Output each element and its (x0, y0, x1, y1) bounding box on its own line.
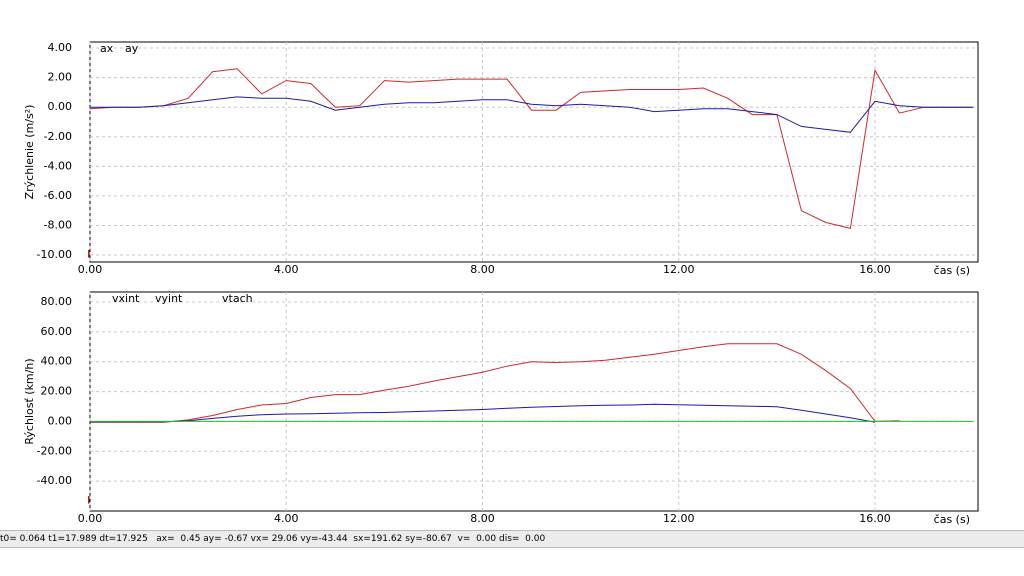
x-tick-label: 16.00 (859, 263, 891, 276)
x-axis-label: čas (s) (934, 513, 970, 526)
y-tick-label: 0.00 (48, 414, 73, 427)
legend-entry: vyint (155, 292, 183, 305)
legend-entry: ax (100, 42, 114, 55)
y-tick-label: 2.00 (48, 71, 73, 84)
plot-area (89, 291, 979, 512)
legend-entry: vxint (112, 292, 140, 305)
data-line (90, 403, 876, 423)
y-tick-label: -6.00 (44, 189, 72, 202)
x-tick-label: 12.00 (663, 512, 695, 525)
x-tick-label: 0.00 (78, 512, 103, 525)
y-tick-label: -2.00 (44, 130, 72, 143)
x-tick-label: 16.00 (859, 512, 891, 525)
y-tick-label: 20.00 (41, 385, 73, 398)
data-line (90, 96, 974, 133)
x-tick-label: 4.00 (274, 263, 299, 276)
charts: -10.00 -8.00 -6.00 -4.00 -2.00 0.00 2.00 4.00 0.… (23, 41, 979, 526)
legend-entry: vtach (222, 292, 253, 305)
data-line (90, 343, 900, 423)
y-tick-label: 80.00 (41, 295, 73, 308)
plot-area (89, 41, 979, 263)
y-tick-label: 0.00 (48, 100, 73, 113)
data-line (89, 68, 974, 230)
x-tick-label: 12.00 (663, 263, 695, 276)
x-tick-label: 8.00 (470, 512, 495, 525)
y-tick-label: -4.00 (44, 159, 72, 172)
y-tick-label: -10.00 (37, 248, 72, 261)
x-axis-label: čas (s) (934, 264, 970, 277)
y-tick-label: -20.00 (37, 444, 72, 457)
y-axis-label: Rýchlosť (km/h) (23, 358, 36, 444)
y-tick-label: 4.00 (48, 41, 73, 54)
y-tick-label: 60.00 (41, 325, 73, 338)
y-tick-label: 40.00 (41, 355, 73, 368)
x-tick-label: 4.00 (274, 512, 299, 525)
legend-entry: ay (125, 42, 139, 55)
y-tick-label: -40.00 (37, 474, 72, 487)
x-tick-label: 0.00 (78, 263, 103, 276)
y-tick-label: -8.00 (44, 218, 72, 231)
status-bar: t0= 0.064 t1=17.989 dt=17.925 ax= 0.45 a… (0, 530, 1024, 548)
y-axis-label: Zrýchlenie (m/s²) (23, 105, 36, 200)
x-tick-label: 8.00 (470, 263, 495, 276)
